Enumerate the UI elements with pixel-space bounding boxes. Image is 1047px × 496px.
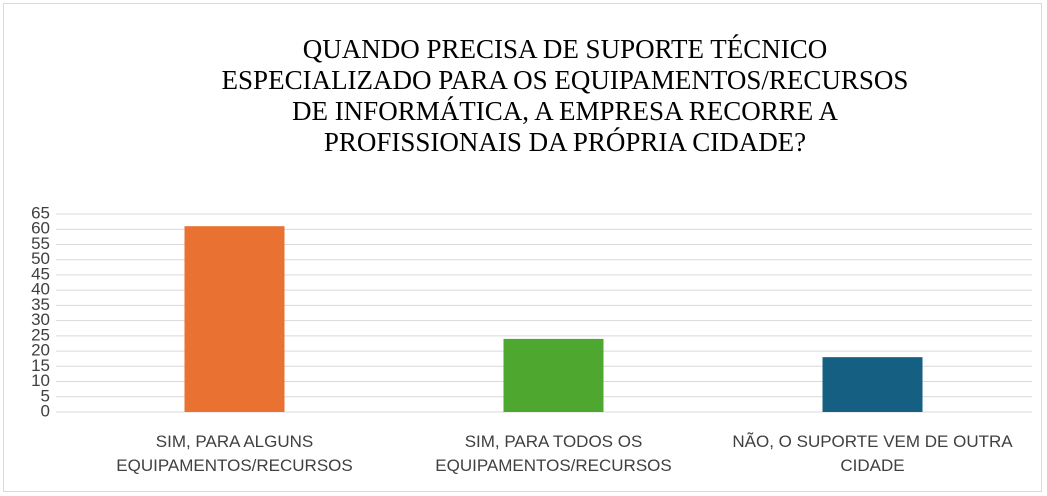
y-tick-label: 20: [31, 341, 50, 360]
y-tick-label: 35: [31, 295, 50, 314]
chart-title: QUANDO PRECISA DE SUPORTE TÉCNICO ESPECI…: [221, 34, 909, 157]
y-tick-label: 45: [31, 264, 50, 283]
y-tick-label: 10: [31, 371, 50, 390]
chart-frame: [3, 3, 1042, 492]
y-tick-label: 0: [41, 401, 50, 420]
y-tick-label: 55: [31, 234, 50, 253]
y-tick-label: 50: [31, 249, 50, 268]
y-tick-label: 25: [31, 325, 50, 344]
y-tick-label: 15: [31, 356, 50, 375]
x-tick-label: SIM, PARA ALGUNS EQUIPAMENTOS/RECURSOS: [116, 432, 353, 475]
y-tick-label: 30: [31, 310, 50, 329]
x-tick-label: NÃO, O SUPORTE VEM DE OUTRA CIDADE: [732, 432, 1013, 475]
y-tick-label: 60: [31, 219, 50, 238]
x-tick-label: SIM, PARA TODOS OS EQUIPAMENTOS/RECURSOS: [435, 432, 672, 475]
bar: [822, 357, 923, 412]
y-tick-label: 40: [31, 280, 50, 299]
bar: [184, 226, 285, 412]
y-tick-label: 5: [41, 386, 50, 405]
y-tick-label: 65: [31, 203, 50, 222]
bar: [503, 338, 604, 412]
